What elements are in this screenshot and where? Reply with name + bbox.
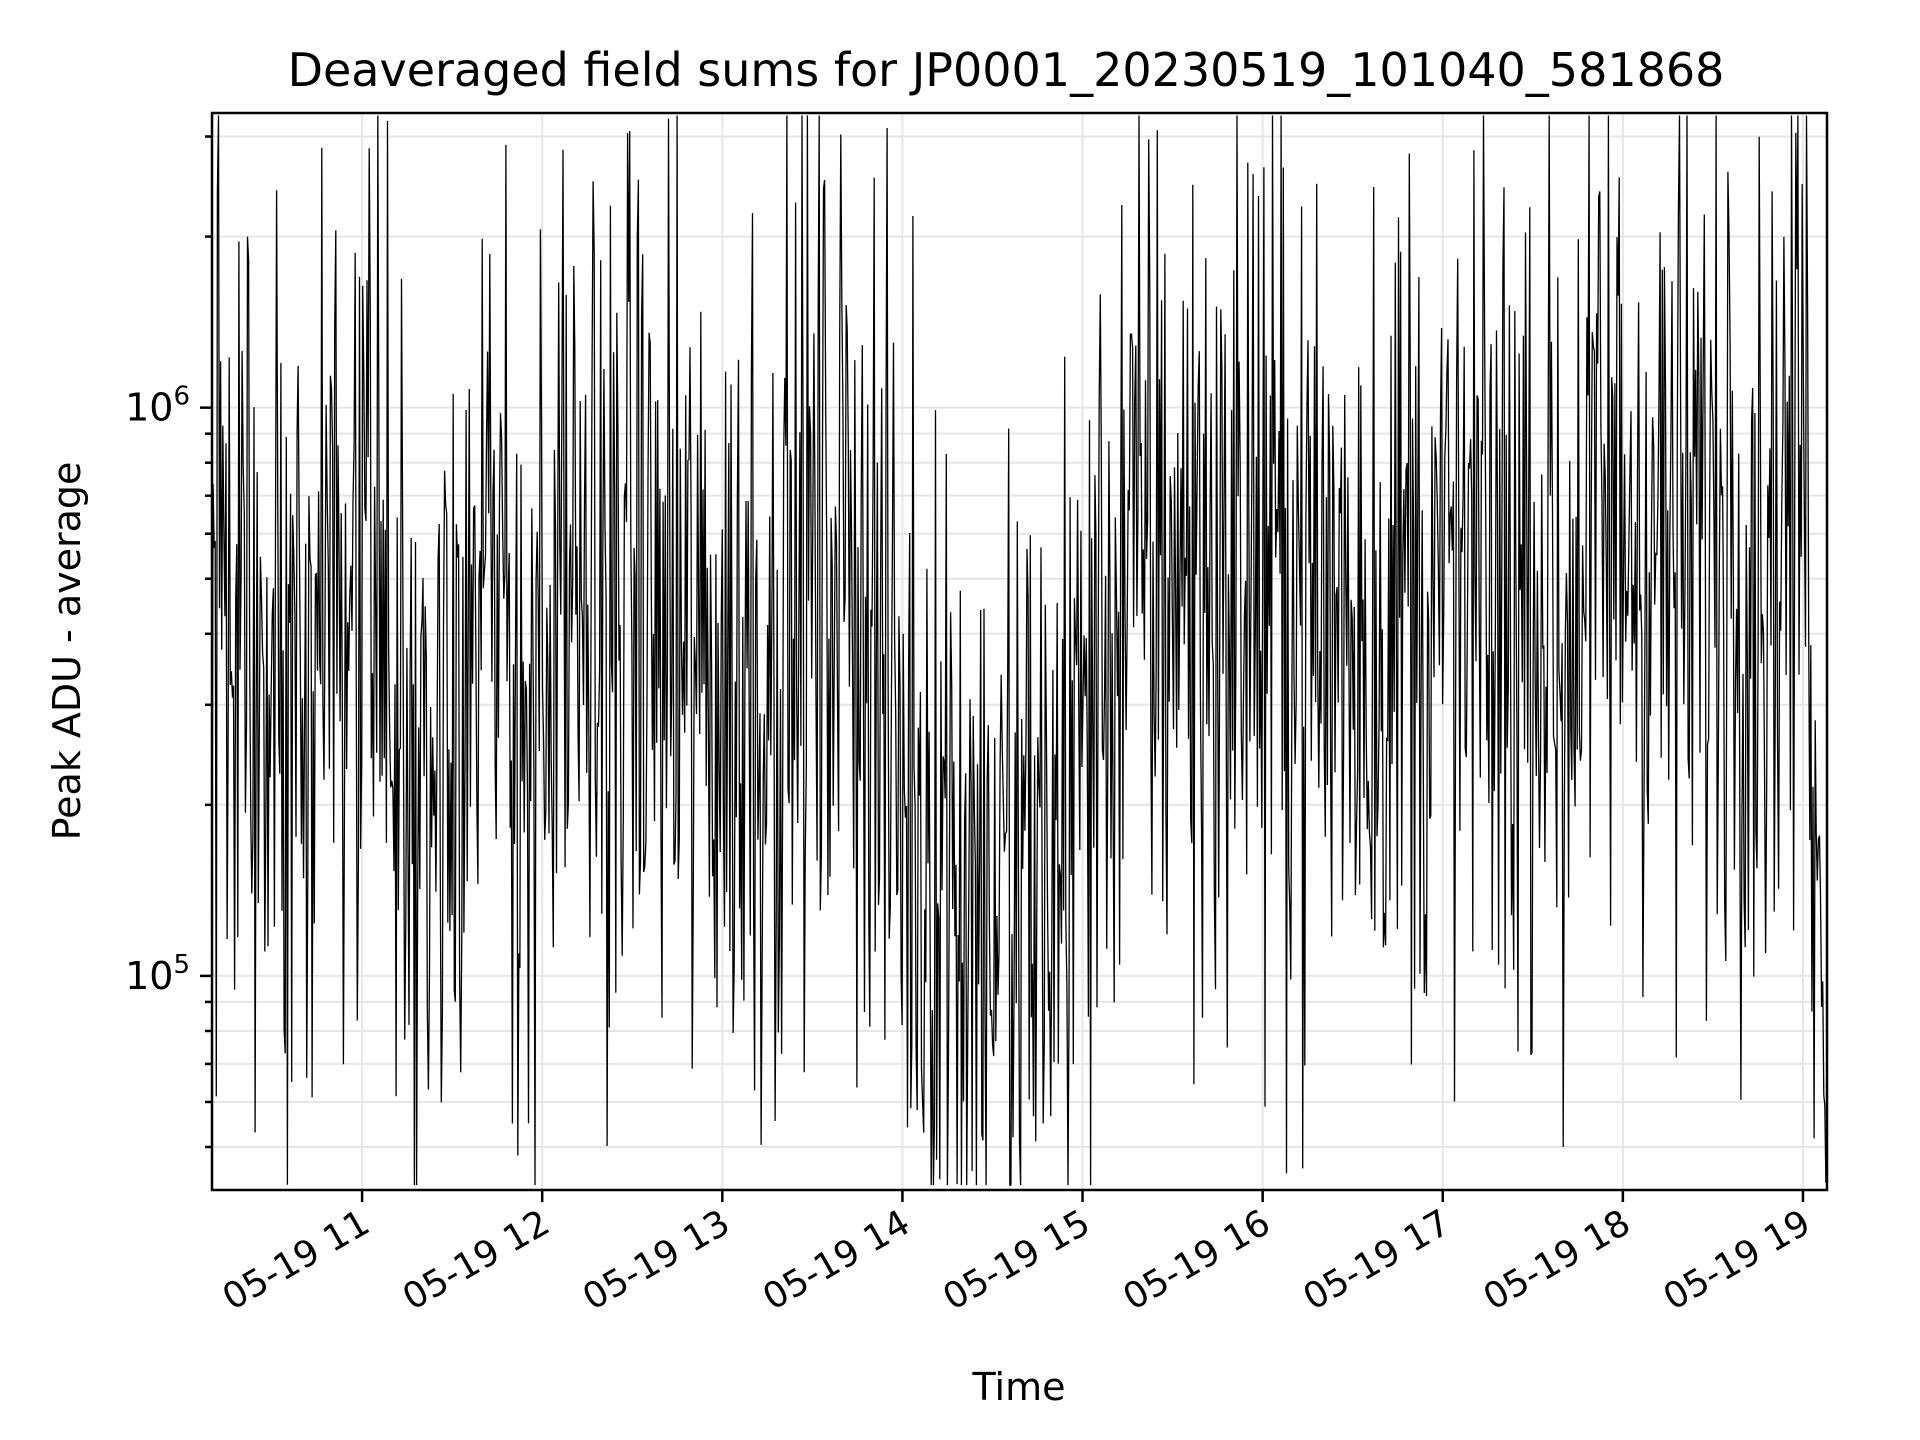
x-tick-label: 05-19 18 <box>1477 1202 1638 1318</box>
x-axis: 05-19 11 05-19 12 05-19 13 05-19 14 05-19 15… <box>216 1190 1818 1319</box>
x-tick-label: 05-19 13 <box>576 1202 737 1318</box>
y-tick-label: 106 <box>125 382 190 430</box>
x-tick-label: 05-19 14 <box>756 1202 917 1318</box>
plot-frame <box>210 111 1829 1192</box>
x-tick-label: 05-19 16 <box>1116 1202 1277 1318</box>
series-line <box>212 115 1827 1186</box>
x-axis-label: Time <box>972 1365 1066 1409</box>
x-tick-label: 05-19 19 <box>1657 1202 1818 1318</box>
x-tick-label: 05-19 15 <box>936 1202 1097 1318</box>
y-axis: 105 106 <box>125 135 212 1149</box>
y-tick-label: 105 <box>125 950 190 998</box>
chart-title: Deaveraged field sums for JP0001_2023051… <box>288 43 1725 97</box>
x-tick-label: 05-19 12 <box>396 1202 557 1318</box>
x-tick-label: 05-19 17 <box>1297 1202 1458 1318</box>
x-tick-label: 05-19 11 <box>216 1202 377 1318</box>
y-axis-label: Peak ADU - average <box>45 462 89 841</box>
